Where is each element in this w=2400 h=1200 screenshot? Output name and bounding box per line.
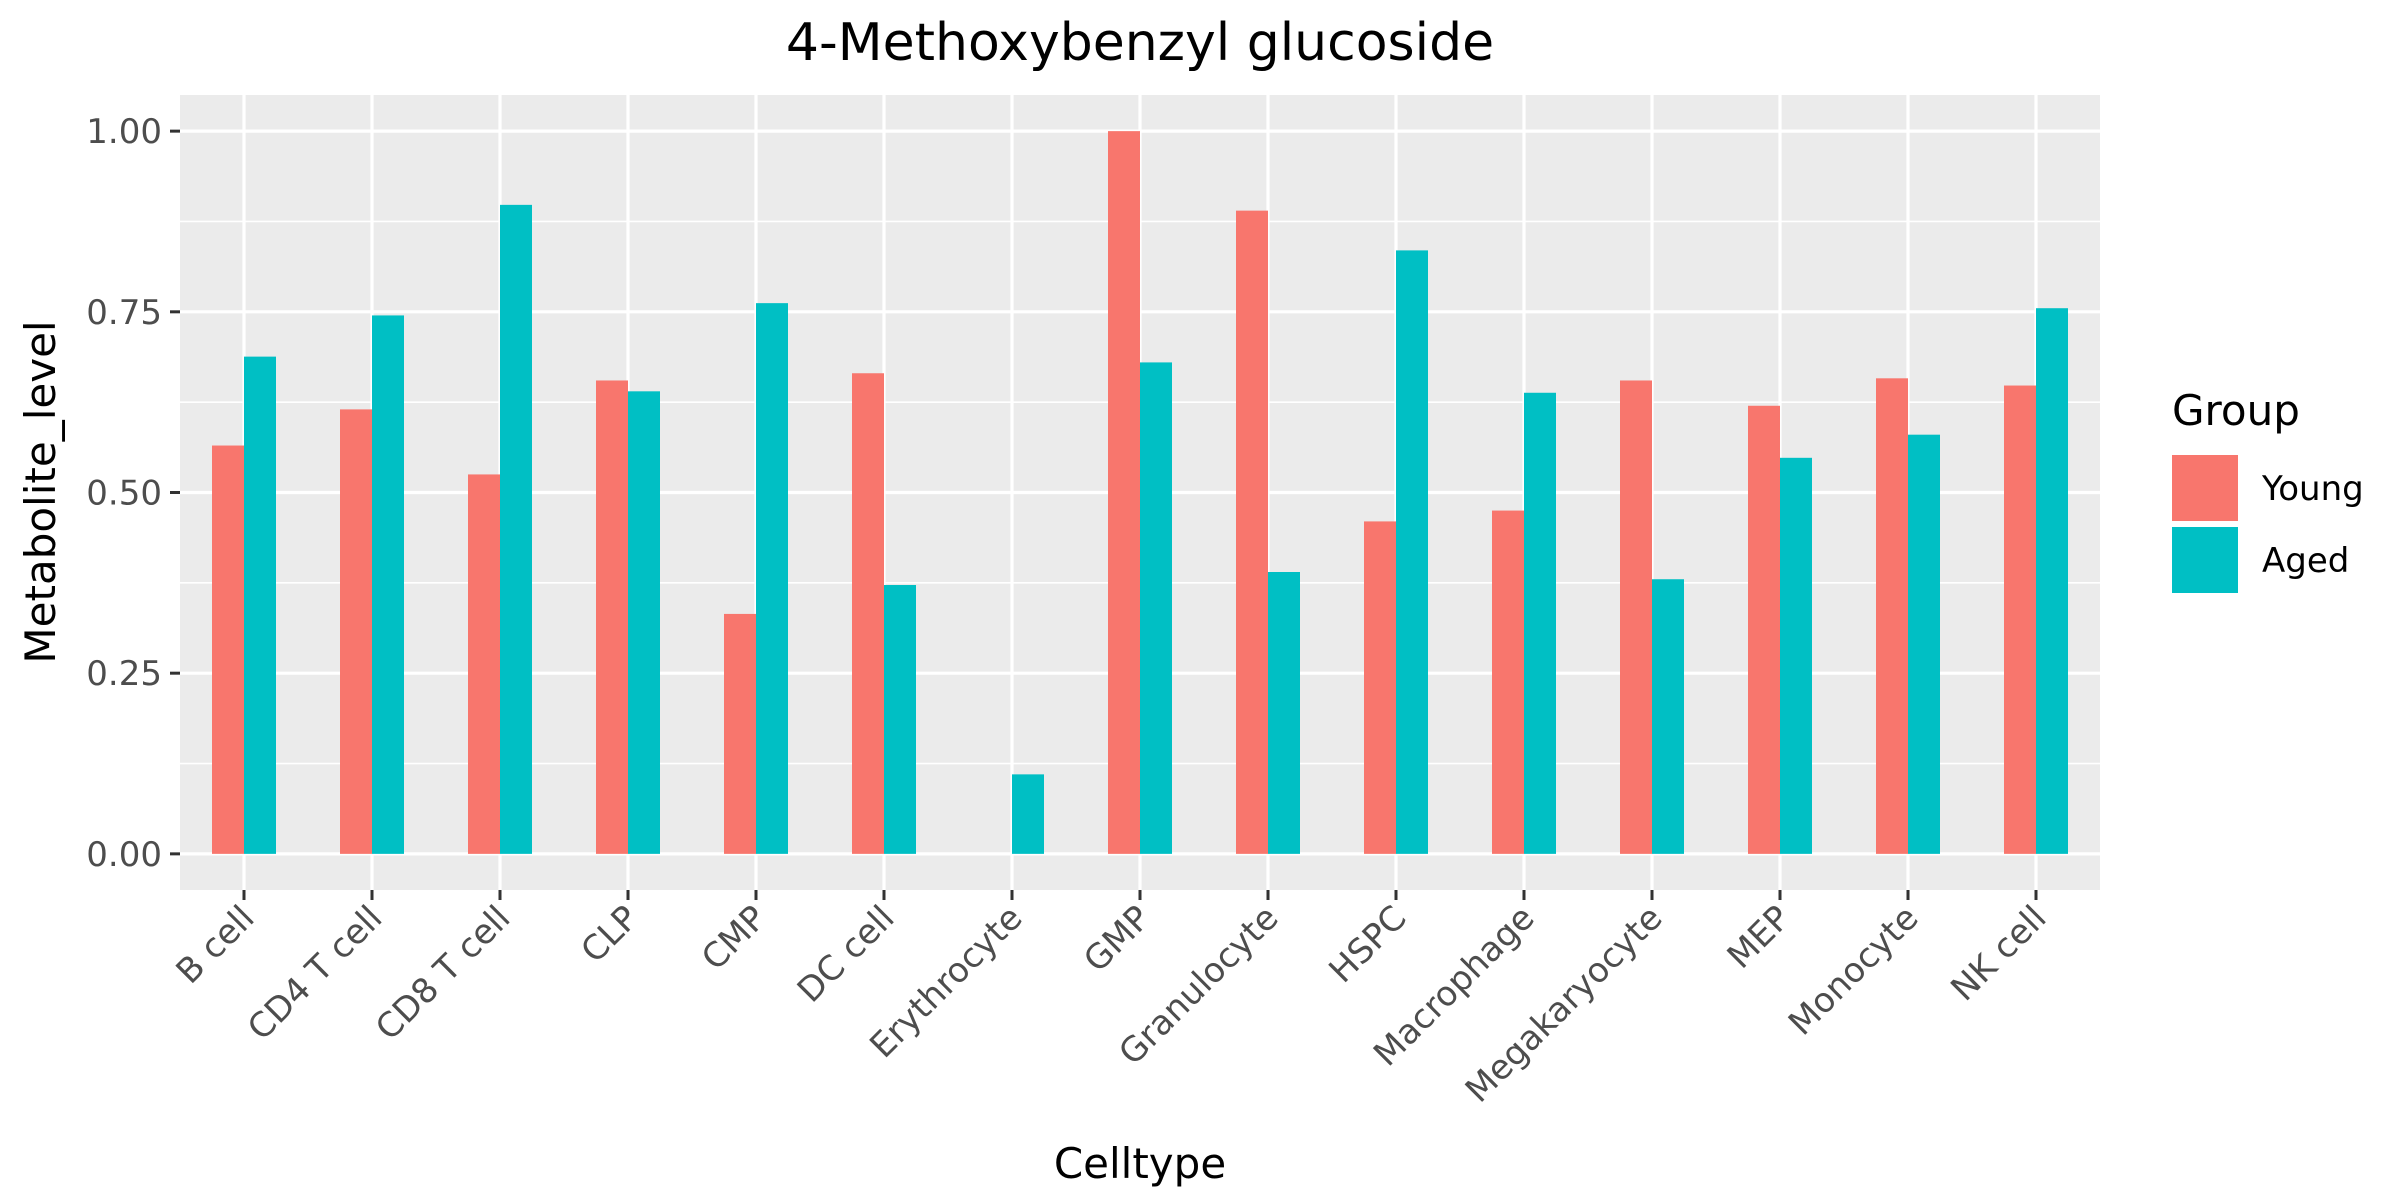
x-tick-label: NK cell	[1943, 898, 2054, 1009]
bar-young	[724, 613, 756, 854]
bar-aged	[2036, 308, 2068, 854]
bar-aged	[1396, 250, 1428, 854]
bar-young	[1876, 378, 1908, 854]
legend-key-aged	[2172, 527, 2238, 593]
bar-aged	[500, 204, 532, 854]
bar-young	[340, 409, 372, 854]
y-axis-title: Metabolite_level	[16, 320, 65, 663]
x-tick-label: CD4 T cell	[240, 898, 390, 1048]
legend-key-young	[2172, 455, 2238, 521]
chart-title: 4-Methoxybenzyl glucoside	[786, 13, 1494, 73]
bar-aged	[1908, 434, 1940, 854]
bar-young	[2004, 385, 2036, 854]
bar-young	[1620, 380, 1652, 854]
bar-young	[1364, 521, 1396, 854]
bar-aged	[884, 585, 916, 854]
x-tick-label: CD8 T cell	[368, 898, 518, 1048]
bar-aged	[1268, 572, 1300, 854]
legend: Group Young Aged	[2172, 386, 2364, 593]
bar-aged	[1140, 362, 1172, 854]
y-tick-label: 0.50	[86, 474, 162, 514]
bar-aged	[1780, 457, 1812, 854]
legend-title: Group	[2172, 386, 2300, 435]
bar-young	[1492, 510, 1524, 854]
x-tick-label: DC cell	[790, 898, 903, 1011]
y-tick-label: 0.75	[86, 293, 162, 333]
bar-aged	[756, 303, 788, 854]
bar-young	[1236, 210, 1268, 854]
x-tick-label: Monocyte	[1781, 898, 1926, 1043]
bar-young	[852, 373, 884, 854]
y-tick-label: 0.25	[86, 654, 162, 694]
y-tick-label: 1.00	[86, 112, 162, 152]
bar-aged	[372, 315, 404, 854]
legend-label-aged: Aged	[2262, 541, 2349, 581]
bar-young	[1748, 405, 1780, 854]
bars	[212, 131, 2068, 854]
bar-aged	[628, 391, 660, 854]
bar-aged	[1012, 774, 1044, 854]
bar-young	[212, 445, 244, 854]
x-tick-label: CMP	[694, 898, 774, 978]
bar-aged	[244, 356, 276, 854]
bar-young	[468, 474, 500, 854]
legend-label-young: Young	[2261, 469, 2364, 509]
bar-aged	[1524, 392, 1556, 854]
x-tick-label: B cell	[169, 898, 263, 992]
bar-young	[1108, 131, 1140, 854]
bar-aged	[1652, 579, 1684, 854]
y-axis: 0.00 0.25 0.50 0.75 1.00	[86, 112, 180, 875]
x-axis-title: Celltype	[1054, 1139, 1226, 1188]
bar-young	[596, 380, 628, 854]
x-tick-label: HSPC	[1321, 898, 1414, 991]
x-tick-label: GMP	[1076, 898, 1158, 980]
y-tick-label: 0.00	[86, 835, 162, 875]
x-tick-label: MEP	[1720, 898, 1799, 977]
x-tick-label: CLP	[573, 898, 646, 971]
